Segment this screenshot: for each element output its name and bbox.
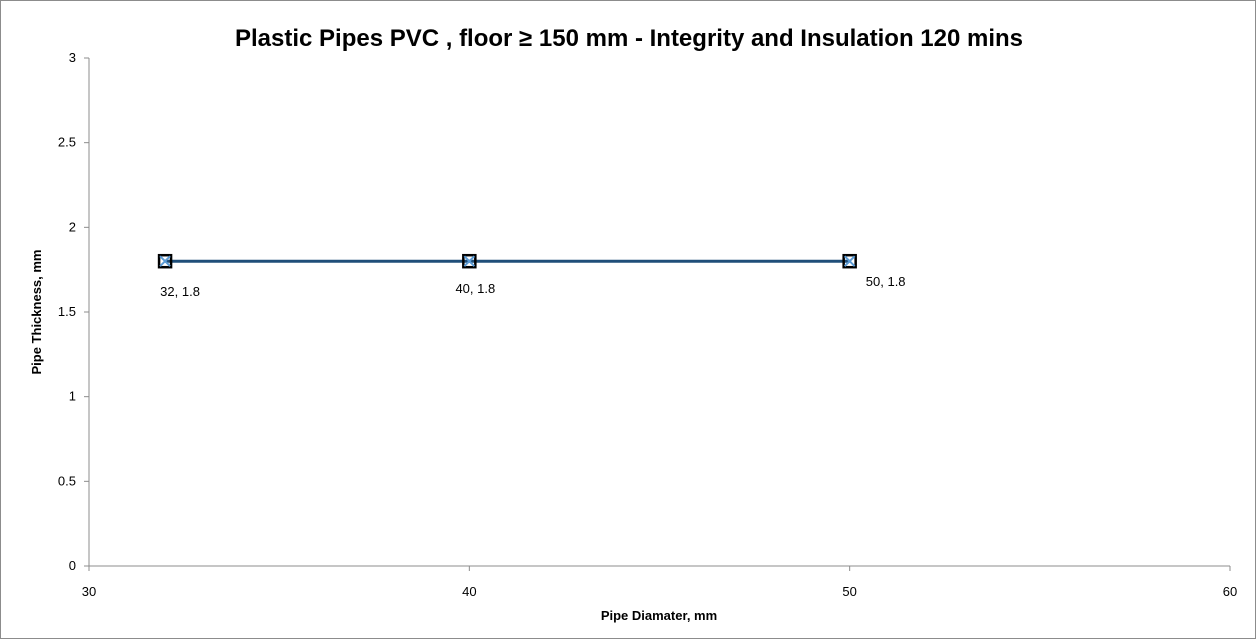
marker-cross (843, 255, 856, 267)
data-label: 50, 1.8 (866, 274, 906, 289)
y-tick-label: 1.5 (58, 304, 76, 319)
marker-cross (463, 255, 476, 267)
y-tick-label: 2 (69, 219, 76, 234)
data-point-marker (462, 253, 477, 269)
x-axis-title: Pipe Diamater, mm (601, 608, 717, 623)
marker-square (157, 253, 173, 269)
x-axis-ticks: 30 40 50 60 (82, 566, 1237, 599)
marker-square (842, 253, 857, 269)
marker-square (462, 253, 477, 269)
chart-title: Plastic Pipes PVC , floor ≥ 150 mm - Int… (235, 25, 1023, 52)
y-tick-label: 1 (69, 389, 76, 404)
data-label: 40, 1.8 (455, 281, 495, 296)
x-tick-label: 50 (842, 584, 856, 599)
data-point-marker (157, 253, 173, 269)
data-label: 32, 1.8 (160, 284, 200, 299)
x-tick-label: 40 (462, 584, 476, 599)
y-tick-label: 2.5 (58, 135, 76, 150)
y-axis-title: Pipe Thickness, mm (29, 250, 44, 375)
x-tick-label: 60 (1223, 584, 1237, 599)
y-tick-label: 3 (69, 50, 76, 65)
y-axis-ticks: 0 0.5 1 1.5 2 2.5 3 (58, 50, 89, 573)
y-tick-label: 0 (69, 558, 76, 573)
plot-area: 32, 1.8 40, 1.8 50, 1.8 (157, 253, 906, 299)
data-point-marker (842, 253, 857, 269)
y-tick-label: 0.5 (58, 473, 76, 488)
x-tick-label: 30 (82, 584, 96, 599)
marker-cross (159, 255, 171, 267)
